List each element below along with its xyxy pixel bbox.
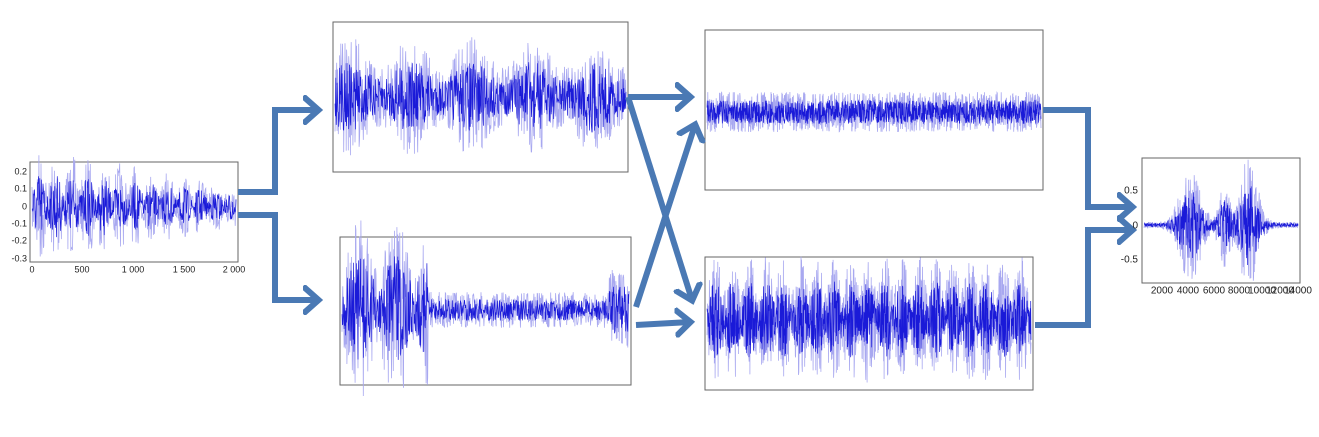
waveform bbox=[341, 256, 630, 360]
y-tick-label: 0.2 bbox=[14, 166, 27, 176]
x-tick-label: 2000 bbox=[1151, 286, 1174, 297]
x-tick-label: 500 bbox=[74, 264, 89, 274]
arrows bbox=[238, 97, 1132, 325]
arrow bbox=[633, 125, 695, 308]
x-tick-label: 6000 bbox=[1203, 286, 1226, 297]
arrow bbox=[1043, 107, 1132, 207]
arrow bbox=[238, 212, 318, 300]
waveform bbox=[706, 99, 1042, 125]
y-tick-label: 0.5 bbox=[1124, 186, 1138, 197]
x-tick-label: 1 000 bbox=[122, 264, 145, 274]
waveform bbox=[334, 62, 627, 133]
x-tick-label: 4000 bbox=[1177, 286, 1200, 297]
y-tick-label: -0.3 bbox=[11, 253, 27, 263]
y-tick-label: 0 bbox=[1132, 221, 1138, 232]
arrow bbox=[238, 110, 318, 195]
x-tick-label: 0 bbox=[29, 264, 34, 274]
y-tick-label: 0 bbox=[22, 201, 27, 211]
y-tick-label: -0.2 bbox=[11, 235, 27, 245]
y-tick-label: 0.1 bbox=[14, 183, 27, 193]
waveform bbox=[334, 37, 627, 156]
y-tick-label: -0.1 bbox=[11, 218, 27, 228]
arrow bbox=[625, 96, 692, 300]
x-tick-label: 14000 bbox=[1284, 286, 1312, 297]
waveform bbox=[1143, 159, 1299, 281]
x-tick-label: 10000 bbox=[1248, 286, 1276, 297]
waveform bbox=[1143, 186, 1299, 266]
x-tick-label: 8000 bbox=[1228, 286, 1251, 297]
arrow bbox=[635, 322, 690, 325]
arrow bbox=[1035, 230, 1132, 328]
x-tick-label: 12000 bbox=[1266, 286, 1294, 297]
y-tick-label: -0.5 bbox=[1121, 255, 1139, 266]
x-tick-label: 1 500 bbox=[173, 264, 196, 274]
waveform bbox=[706, 281, 1032, 358]
x-tick-label: 2 000 bbox=[223, 264, 246, 274]
waveform bbox=[31, 176, 237, 238]
